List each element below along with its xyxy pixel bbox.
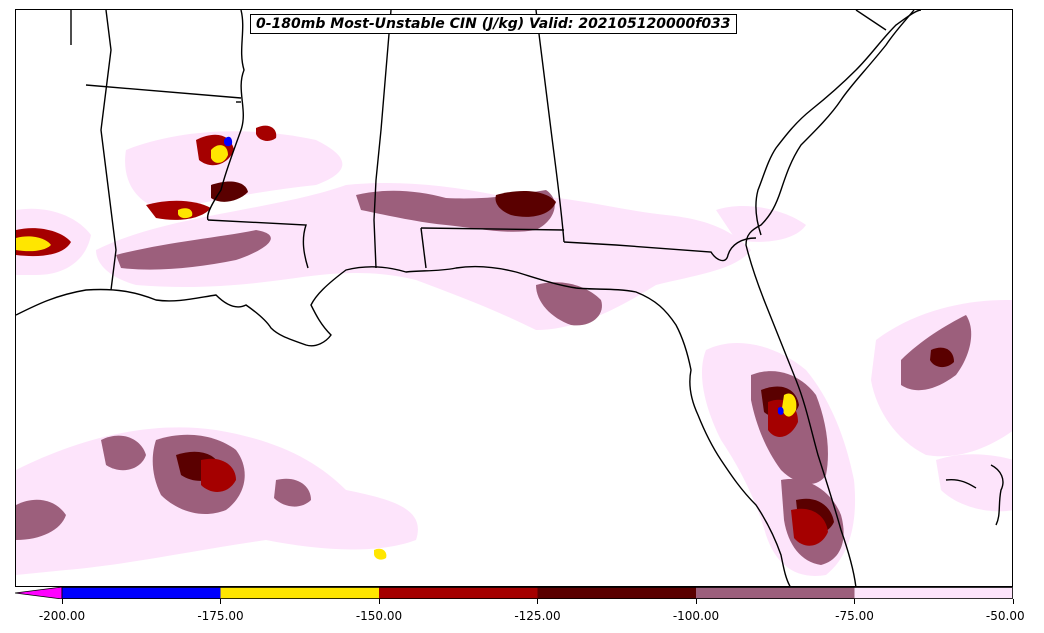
- colorbar-tick-label: -75.00: [835, 609, 874, 623]
- cin-band-yellow: [16, 145, 797, 560]
- cin-band-blue: [224, 136, 784, 415]
- colorbar-tick-mark: [220, 599, 221, 604]
- border-arkansas-louisiana: [85, 84, 242, 99]
- cin-yellow-la2: [178, 208, 193, 219]
- cin-blue-la: [224, 136, 233, 147]
- cin-yellow-texas: [16, 236, 51, 252]
- cin-blue-fl: [777, 406, 784, 415]
- colorbar: [15, 587, 1013, 599]
- colorbar-tick-mark: [854, 599, 855, 604]
- colorbar-bin-0: [62, 587, 221, 599]
- map-title: 0-180mb Most-Unstable CIN (J/kg) Valid: …: [250, 14, 737, 34]
- cin-yellow-fl: [782, 393, 797, 417]
- border-alabama-florida: [420, 227, 565, 231]
- colorbar-tick-label: -150.00: [355, 609, 403, 623]
- colorbar-tick-label: -200.00: [38, 609, 86, 623]
- cin-yellow-sw: [374, 548, 387, 560]
- cin-mauve-sw-gulf-3: [101, 435, 146, 471]
- colorbar-bin-3: [537, 587, 696, 599]
- cin-red-la-3: [256, 125, 277, 141]
- cin-darkred-la: [211, 181, 248, 202]
- cin-map: [16, 10, 1012, 586]
- cin-area-atlantic-ne: [936, 454, 1012, 512]
- cin-shading-layer: [16, 125, 1012, 576]
- cin-red-fl-south: [791, 508, 828, 546]
- colorbar-tick-mark: [378, 599, 380, 604]
- colorbar-bin-5: [854, 587, 1013, 599]
- colorbar-tick-label: -100.00: [672, 609, 720, 623]
- colorbar-bin-1: [220, 587, 379, 599]
- cin-area-atlantic-east: [716, 205, 806, 242]
- map-frame: [15, 9, 1013, 587]
- cin-mauve-north-gulf: [116, 230, 271, 270]
- colorbar-tick-mark: [537, 599, 538, 604]
- colorbar-tick-mark: [61, 599, 63, 604]
- coastline-texas-louisiana: [16, 265, 791, 586]
- border-louisiana-mississippi: [207, 219, 309, 269]
- border-georgia-florida: [563, 237, 757, 262]
- coastline-florida-east: [745, 10, 915, 586]
- border-mississippi-alabama: [373, 10, 392, 269]
- colorbar-bin-2: [379, 587, 538, 599]
- cin-darkred-atl: [930, 347, 954, 368]
- colorbar-bin-4: [696, 587, 855, 599]
- cin-darkred-alabama: [495, 190, 556, 217]
- coastline-bahamas: [945, 478, 977, 489]
- coastline-atlantic-north: [755, 10, 922, 236]
- colorbar-outline: [61, 587, 1013, 599]
- colorbar-tick-mark: [695, 599, 697, 604]
- border-florida-panhandle: [420, 227, 427, 269]
- border-alabama-georgia: [535, 10, 565, 243]
- cin-mauve-sw-gulf-4: [274, 478, 311, 507]
- border-mississippi-river: [206, 10, 245, 221]
- geographic-boundaries: [16, 10, 1004, 586]
- border-georgia-sc: [855, 10, 887, 31]
- colorbar-tick-label: -175.00: [197, 609, 244, 623]
- border-texas-louisiana: [100, 10, 117, 291]
- cin-mauve-sw-gulf-2: [16, 499, 66, 540]
- cin-mauve-panhandle: [536, 282, 602, 326]
- cin-yellow-la: [211, 145, 228, 163]
- cin-red-sw-gulf: [201, 458, 236, 492]
- colorbar-tick-mark: [1012, 599, 1014, 604]
- cin-area-louisiana: [125, 131, 343, 210]
- colorbar-tick-label: -125.00: [514, 609, 561, 623]
- colorbar-under-triangle: [15, 587, 63, 599]
- colorbar-tick-label: -50.00: [985, 609, 1025, 623]
- coastline-bahamas-2: [990, 464, 1004, 526]
